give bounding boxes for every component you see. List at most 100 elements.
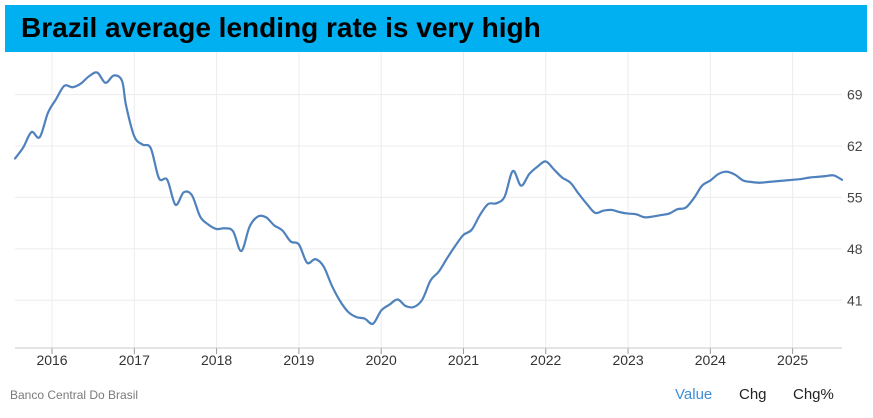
data-point	[791, 179, 793, 181]
data-point	[141, 143, 143, 145]
x-tick-label: 2022	[530, 352, 561, 368]
data-point	[495, 202, 497, 204]
y-tick-label: 62	[847, 138, 863, 154]
data-point	[833, 174, 835, 176]
data-point	[800, 178, 802, 180]
data-point	[750, 181, 752, 183]
x-tick-label: 2023	[612, 352, 643, 368]
data-point	[322, 265, 324, 267]
data-point	[643, 216, 645, 218]
data-point	[289, 240, 291, 242]
data-point	[281, 229, 283, 231]
data-point	[364, 317, 366, 319]
data-point	[30, 131, 32, 133]
data-point	[709, 179, 711, 181]
data-point	[569, 182, 571, 184]
data-point	[586, 203, 588, 205]
data-point	[734, 173, 736, 175]
x-tick-label: 2024	[695, 352, 726, 368]
data-point	[47, 112, 49, 114]
data-point	[454, 245, 456, 247]
data-point	[388, 303, 390, 305]
chg-toggle[interactable]: Chg	[739, 386, 767, 403]
data-point	[314, 258, 316, 260]
x-tick-label: 2021	[448, 352, 479, 368]
data-point	[841, 179, 843, 181]
data-point	[113, 74, 115, 76]
data-point	[174, 204, 176, 206]
data-point	[421, 298, 423, 300]
data-point	[55, 98, 57, 100]
y-axis-ticks: 69 62 55 48 41	[847, 87, 863, 309]
data-point	[199, 215, 201, 217]
value-toggle[interactable]: Value	[675, 386, 713, 403]
data-point	[684, 207, 686, 209]
data-point	[594, 212, 596, 214]
data-point	[413, 306, 415, 308]
data-point	[701, 184, 703, 186]
data-point	[479, 214, 481, 216]
data-point	[471, 229, 473, 231]
data-point	[528, 173, 530, 175]
data-point	[150, 147, 152, 149]
data-point	[429, 279, 431, 281]
y-tick-label: 55	[847, 189, 863, 205]
data-point	[331, 284, 333, 286]
data-point	[133, 135, 135, 137]
y-tick-label: 41	[847, 292, 863, 308]
data-point	[660, 214, 662, 216]
data-point	[207, 223, 209, 225]
y-tick-label: 48	[847, 241, 863, 257]
data-point	[80, 82, 82, 84]
title-bar: Brazil average lending rate is very high	[5, 5, 867, 52]
x-tick-label: 2019	[283, 352, 314, 368]
data-point	[536, 165, 538, 167]
data-point	[438, 270, 440, 272]
data-point	[816, 176, 818, 178]
data-point	[561, 176, 563, 178]
data-point	[339, 300, 341, 302]
x-tick-label: 2020	[366, 352, 397, 368]
data-point	[104, 82, 106, 84]
x-tick-label: 2025	[777, 352, 808, 368]
data-point	[257, 215, 259, 217]
data-point	[635, 213, 637, 215]
data-point	[487, 203, 489, 205]
data-point	[22, 146, 24, 148]
data-point	[88, 75, 90, 77]
data-point	[347, 311, 349, 313]
data-point	[676, 208, 678, 210]
data-point	[248, 226, 250, 228]
data-point	[783, 179, 785, 181]
data-point	[224, 227, 226, 229]
data-point	[512, 170, 514, 172]
chart-title: Brazil average lending rate is very high	[21, 12, 541, 43]
data-point	[273, 224, 275, 226]
data-point	[824, 175, 826, 177]
y-tick-label: 69	[847, 87, 863, 103]
data-point	[767, 181, 769, 183]
data-point	[545, 160, 547, 162]
data-point	[298, 243, 300, 245]
data-point	[717, 173, 719, 175]
data-point	[553, 168, 555, 170]
data-point	[503, 195, 505, 197]
data-point	[405, 305, 407, 307]
data-point	[610, 209, 612, 211]
data-point	[158, 177, 160, 179]
data-point	[446, 257, 448, 259]
x-axis-ticks: 2016 2017 2018 2019 2020 2021 2022 2023 2024 2025	[15, 347, 842, 368]
chg-percent-toggle[interactable]: Chg%	[793, 386, 834, 403]
data-point	[182, 191, 184, 193]
data-point	[166, 179, 168, 181]
data-point	[396, 298, 398, 300]
x-tick-label: 2018	[201, 352, 232, 368]
data-point	[380, 309, 382, 311]
x-tick-label: 2017	[119, 352, 150, 368]
x-tick-label: 2016	[36, 352, 67, 368]
source-label: Banco Central Do Brasil	[10, 388, 139, 402]
data-point	[71, 86, 73, 88]
data-point	[96, 71, 98, 73]
data-point	[38, 136, 40, 138]
